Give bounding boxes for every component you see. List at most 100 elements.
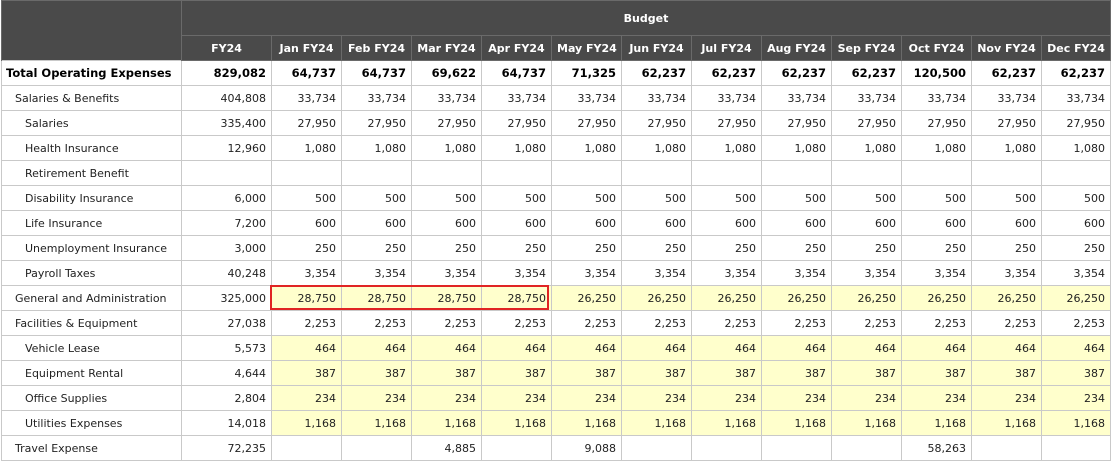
month-cell[interactable]: 26,250: [831, 285, 902, 311]
month-cell[interactable]: 464: [691, 335, 762, 361]
column-header[interactable]: Oct FY24: [901, 35, 972, 61]
month-cell[interactable]: 234: [761, 385, 832, 411]
month-cell[interactable]: 234: [621, 385, 692, 411]
column-header[interactable]: Jul FY24: [691, 35, 762, 61]
month-cell[interactable]: 387: [411, 360, 482, 386]
month-cell[interactable]: 234: [971, 385, 1042, 411]
month-cell[interactable]: 1,168: [481, 410, 552, 436]
month-cell[interactable]: 28,750: [481, 285, 552, 311]
month-cell[interactable]: 234: [901, 385, 972, 411]
month-cell[interactable]: 1,168: [271, 410, 342, 436]
facilities-equipment-row: Facilities & Equipment 27,038 2,253 2,253 2,…: [1, 310, 1111, 336]
month-cell: 27,950: [1040, 110, 1111, 136]
month-cell[interactable]: 28,750: [411, 285, 482, 311]
month-cell[interactable]: 464: [971, 335, 1042, 361]
month-cell[interactable]: 26,250: [691, 285, 762, 311]
month-cell[interactable]: 1,168: [341, 410, 412, 436]
month-cell: [551, 160, 622, 186]
month-cell[interactable]: 387: [831, 360, 902, 386]
column-header[interactable]: Dec FY24: [1040, 35, 1111, 61]
month-cell[interactable]: 464: [411, 335, 482, 361]
month-cell[interactable]: 464: [761, 335, 832, 361]
month-cell[interactable]: 1,168: [831, 410, 902, 436]
total-cell: 7,200: [181, 210, 272, 236]
month-cell[interactable]: 234: [551, 385, 622, 411]
month-cell[interactable]: 387: [341, 360, 412, 386]
month-cell[interactable]: 234: [341, 385, 412, 411]
month-cell[interactable]: 1,168: [971, 410, 1042, 436]
month-cell: 1,080: [971, 135, 1042, 161]
month-cell[interactable]: 464: [551, 335, 622, 361]
column-header[interactable]: Nov FY24: [971, 35, 1042, 61]
month-cell[interactable]: 26,250: [971, 285, 1042, 311]
month-cell: 4,885: [411, 435, 482, 461]
month-cell[interactable]: 26,250: [551, 285, 622, 311]
month-cell: 250: [971, 235, 1042, 261]
month-cell[interactable]: 26,250: [621, 285, 692, 311]
month-cell: [761, 435, 832, 461]
month-cell: 27,950: [341, 110, 412, 136]
month-cell[interactable]: 1,168: [901, 410, 972, 436]
month-cell[interactable]: 26,250: [1040, 285, 1111, 311]
column-header[interactable]: Jun FY24: [621, 35, 692, 61]
month-cell[interactable]: 387: [271, 360, 342, 386]
column-header[interactable]: Mar FY24: [411, 35, 482, 61]
column-header[interactable]: Apr FY24: [481, 35, 552, 61]
month-cell: 27,950: [901, 110, 972, 136]
month-cell: 3,354: [411, 260, 482, 286]
month-cell: [621, 435, 692, 461]
month-cell[interactable]: 464: [271, 335, 342, 361]
month-cell[interactable]: 234: [831, 385, 902, 411]
column-header[interactable]: FY24: [181, 35, 272, 61]
office-supplies-row: Office Supplies 2,804 234 234 234 234 234 234 23…: [1, 385, 1111, 411]
column-header[interactable]: Jan FY24: [271, 35, 342, 61]
month-cell: 27,950: [411, 110, 482, 136]
month-cell[interactable]: 464: [1040, 335, 1111, 361]
month-cell[interactable]: 234: [1040, 385, 1111, 411]
month-cell[interactable]: 1,168: [691, 410, 762, 436]
month-cell: 500: [971, 185, 1042, 211]
row-label: Office Supplies: [1, 385, 182, 411]
month-cell[interactable]: 387: [901, 360, 972, 386]
month-cell[interactable]: 28,750: [271, 285, 342, 311]
month-cell[interactable]: 1,168: [411, 410, 482, 436]
month-cell[interactable]: 464: [481, 335, 552, 361]
month-cell[interactable]: 387: [761, 360, 832, 386]
month-cell[interactable]: 1,168: [1040, 410, 1111, 436]
column-header[interactable]: May FY24: [551, 35, 622, 61]
month-cell[interactable]: 387: [621, 360, 692, 386]
month-cell[interactable]: 1,168: [551, 410, 622, 436]
month-cell[interactable]: 1,168: [761, 410, 832, 436]
month-cell[interactable]: 387: [691, 360, 762, 386]
month-cell: 62,237: [761, 60, 832, 86]
month-cell[interactable]: 464: [831, 335, 902, 361]
month-cell: 600: [551, 210, 622, 236]
month-cell[interactable]: 234: [271, 385, 342, 411]
month-cell[interactable]: 1,168: [621, 410, 692, 436]
month-cell[interactable]: 387: [551, 360, 622, 386]
month-cell: 500: [481, 185, 552, 211]
month-cell[interactable]: 26,250: [761, 285, 832, 311]
month-cell[interactable]: 387: [971, 360, 1042, 386]
month-cell: 71,325: [551, 60, 622, 86]
month-cell[interactable]: 234: [691, 385, 762, 411]
month-cell: 250: [411, 235, 482, 261]
month-cell[interactable]: 26,250: [901, 285, 972, 311]
month-cell[interactable]: 464: [901, 335, 972, 361]
month-cell[interactable]: 234: [481, 385, 552, 411]
month-cell[interactable]: 464: [621, 335, 692, 361]
month-cell: [971, 435, 1042, 461]
month-cell[interactable]: 464: [341, 335, 412, 361]
column-header[interactable]: Aug FY24: [761, 35, 832, 61]
month-cell[interactable]: 387: [1040, 360, 1111, 386]
column-header[interactable]: Sep FY24: [831, 35, 902, 61]
month-cell: 69,622: [411, 60, 482, 86]
row-label: Retirement Benefit: [1, 160, 182, 186]
month-cell[interactable]: 387: [481, 360, 552, 386]
month-cell: 1,080: [901, 135, 972, 161]
column-header[interactable]: Feb FY24: [341, 35, 412, 61]
total-cell: 72,235: [181, 435, 272, 461]
month-cell[interactable]: 28,750: [341, 285, 412, 311]
month-cell[interactable]: 234: [411, 385, 482, 411]
